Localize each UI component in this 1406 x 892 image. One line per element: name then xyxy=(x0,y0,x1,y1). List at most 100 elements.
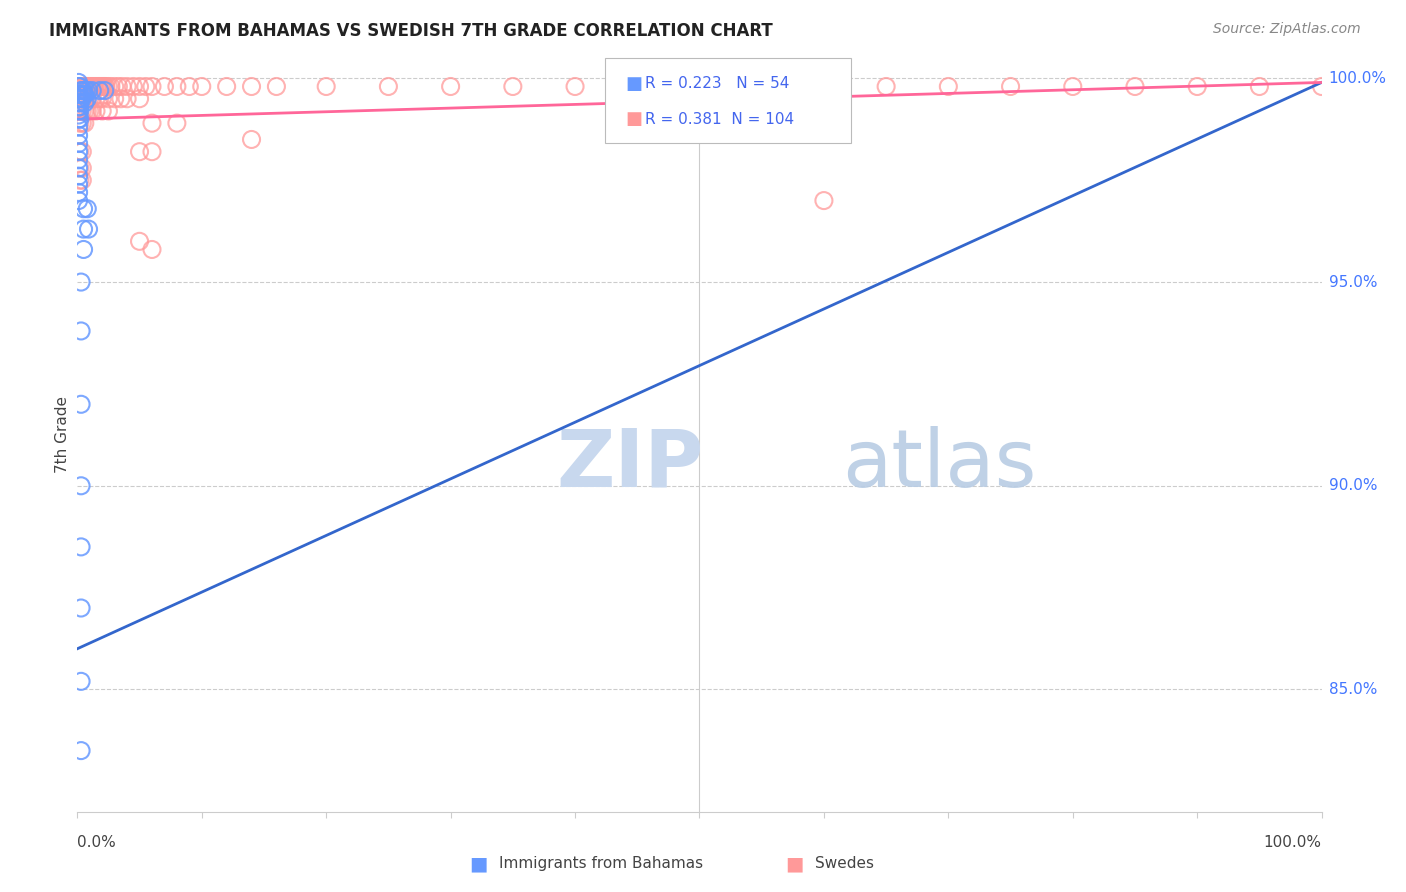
Point xyxy=(111,79,134,94)
Point xyxy=(69,161,91,175)
Point xyxy=(73,116,96,130)
Point xyxy=(67,120,90,135)
Point xyxy=(166,79,188,94)
Point xyxy=(79,79,101,94)
Point xyxy=(67,112,90,127)
Point xyxy=(69,79,91,94)
Point xyxy=(128,79,150,94)
Point xyxy=(104,79,127,94)
Point xyxy=(751,79,773,94)
Point xyxy=(72,202,94,216)
Point xyxy=(191,79,214,94)
Point xyxy=(83,79,105,94)
Text: 90.0%: 90.0% xyxy=(1329,478,1376,493)
Point xyxy=(82,84,104,98)
Point xyxy=(240,79,263,94)
Point xyxy=(75,79,97,94)
Point xyxy=(80,79,103,94)
Point xyxy=(67,103,90,118)
Point xyxy=(72,145,94,159)
Point xyxy=(100,79,122,94)
Text: Source: ZipAtlas.com: Source: ZipAtlas.com xyxy=(1213,22,1361,37)
Point xyxy=(141,116,163,130)
Text: ■: ■ xyxy=(626,111,643,128)
Point xyxy=(128,235,150,249)
Point xyxy=(1187,79,1209,94)
Text: Swedes: Swedes xyxy=(815,856,875,871)
Point xyxy=(76,92,98,106)
Text: R = 0.381  N = 104: R = 0.381 N = 104 xyxy=(645,112,794,127)
Point xyxy=(69,103,91,118)
Point xyxy=(70,540,93,554)
Point xyxy=(67,92,90,106)
Point xyxy=(115,79,138,94)
Text: atlas: atlas xyxy=(842,426,1038,504)
Point xyxy=(67,95,90,110)
Text: R = 0.223   N = 54: R = 0.223 N = 54 xyxy=(645,76,790,91)
Point xyxy=(97,79,120,94)
Point xyxy=(76,103,98,118)
Point xyxy=(67,161,90,175)
Point xyxy=(315,79,337,94)
Point xyxy=(82,79,104,94)
Point xyxy=(94,79,117,94)
Point xyxy=(104,92,127,106)
Point xyxy=(72,79,94,94)
Point xyxy=(76,202,98,216)
Point xyxy=(67,75,90,89)
Point xyxy=(1000,79,1022,94)
Point xyxy=(67,136,90,151)
Point xyxy=(122,79,145,94)
Point xyxy=(67,108,90,122)
Text: 100.0%: 100.0% xyxy=(1264,836,1322,850)
Text: IMMIGRANTS FROM BAHAMAS VS SWEDISH 7TH GRADE CORRELATION CHART: IMMIGRANTS FROM BAHAMAS VS SWEDISH 7TH G… xyxy=(49,22,773,40)
Point xyxy=(69,95,91,110)
Point xyxy=(77,84,100,98)
Point xyxy=(72,161,94,175)
Point xyxy=(69,92,91,106)
Point xyxy=(73,92,96,106)
Text: ■: ■ xyxy=(468,854,488,873)
Point xyxy=(89,92,111,106)
Point xyxy=(110,92,132,106)
Point xyxy=(97,92,120,106)
Text: ■: ■ xyxy=(626,75,643,93)
Point xyxy=(79,92,101,106)
Point xyxy=(86,79,108,94)
Point xyxy=(67,153,90,167)
Point xyxy=(141,243,163,257)
Point xyxy=(67,169,90,183)
Point xyxy=(67,178,90,192)
Point xyxy=(440,79,463,94)
Point xyxy=(72,84,94,98)
Point xyxy=(69,173,91,187)
Point xyxy=(76,79,98,94)
Point xyxy=(70,743,93,757)
Point xyxy=(266,79,288,94)
Point xyxy=(67,145,90,159)
Text: 0.0%: 0.0% xyxy=(77,836,117,850)
Point xyxy=(72,103,94,118)
Point xyxy=(83,79,105,94)
Point xyxy=(89,79,111,94)
Point xyxy=(1310,79,1333,94)
Text: 95.0%: 95.0% xyxy=(1329,275,1376,290)
Point xyxy=(77,79,100,94)
Point xyxy=(875,79,897,94)
Point xyxy=(72,87,94,102)
Point xyxy=(93,84,115,98)
Point xyxy=(93,79,115,94)
Point xyxy=(69,103,91,118)
Point xyxy=(76,92,98,106)
Point xyxy=(135,79,157,94)
Point xyxy=(67,186,90,200)
Point xyxy=(91,103,114,118)
Point xyxy=(69,112,91,127)
Point xyxy=(84,92,107,106)
Point xyxy=(82,92,104,106)
Point xyxy=(82,103,104,118)
Text: 85.0%: 85.0% xyxy=(1329,682,1376,697)
Point xyxy=(813,194,835,208)
Point xyxy=(1062,79,1084,94)
Point xyxy=(564,79,586,94)
